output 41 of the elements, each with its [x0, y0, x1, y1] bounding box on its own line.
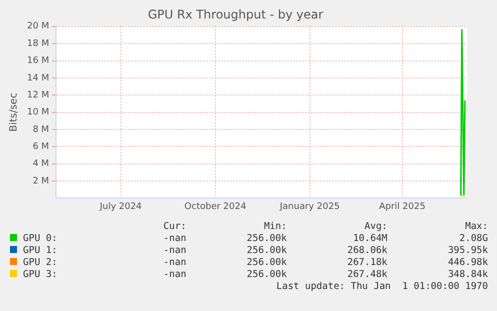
text: Max:: [464, 221, 488, 233]
y-tick-label: 4 M: [32, 159, 50, 170]
x-tick-label: July 2024: [98, 202, 142, 212]
text: -nan: [162, 233, 186, 245]
legend-label: GPU 3:: [22, 269, 58, 281]
x-tick-label: April 2025: [379, 202, 426, 212]
x-tick-label: January 2025: [278, 202, 340, 212]
text: 256.00k: [246, 233, 287, 245]
text: 256.00k: [246, 245, 287, 257]
y-tick-label: 14 M: [27, 73, 50, 84]
text: 10.64M: [352, 233, 388, 245]
text: 348.84k: [446, 269, 488, 281]
text: 256.00k: [246, 257, 287, 269]
text: 267.18k: [346, 257, 388, 269]
y-tick-label: 8 M: [32, 124, 50, 135]
chart-title: GPU Rx Throughput - by year: [148, 7, 324, 22]
text: Avg:: [364, 221, 388, 233]
y-tick-label: 12 M: [27, 90, 50, 100]
text: Cur:: [162, 221, 186, 233]
y-tick-label: 10 M: [27, 108, 50, 118]
text: Last update: Thu Jan 1 01:00:00 1970: [275, 281, 488, 293]
y-tick-label: 2 M: [32, 176, 50, 186]
text: 268.06k: [346, 245, 388, 257]
text: -nan: [162, 269, 186, 281]
y-tick-label: 20 M: [27, 22, 50, 32]
y-tick-label: 18 M: [27, 38, 50, 49]
y-tick-label: 6 M: [32, 142, 50, 152]
text: 2.08G: [458, 233, 488, 245]
text: -nan: [162, 245, 186, 257]
text: 267.48k: [346, 269, 388, 281]
x-tick-label: October 2024: [184, 202, 246, 212]
text: Min:: [262, 221, 287, 233]
legend-label: GPU 2:: [22, 257, 58, 269]
text: 395.95k: [446, 245, 488, 257]
text: -nan: [162, 257, 186, 269]
text: 256.00k: [246, 269, 287, 281]
legend-label: GPU 1:: [22, 245, 58, 257]
y-tick-label: 16 M: [27, 56, 50, 66]
text: 446.98k: [446, 257, 488, 269]
y-axis-title: Bits/sec: [8, 92, 20, 132]
legend-label: GPU 0:: [22, 233, 58, 245]
